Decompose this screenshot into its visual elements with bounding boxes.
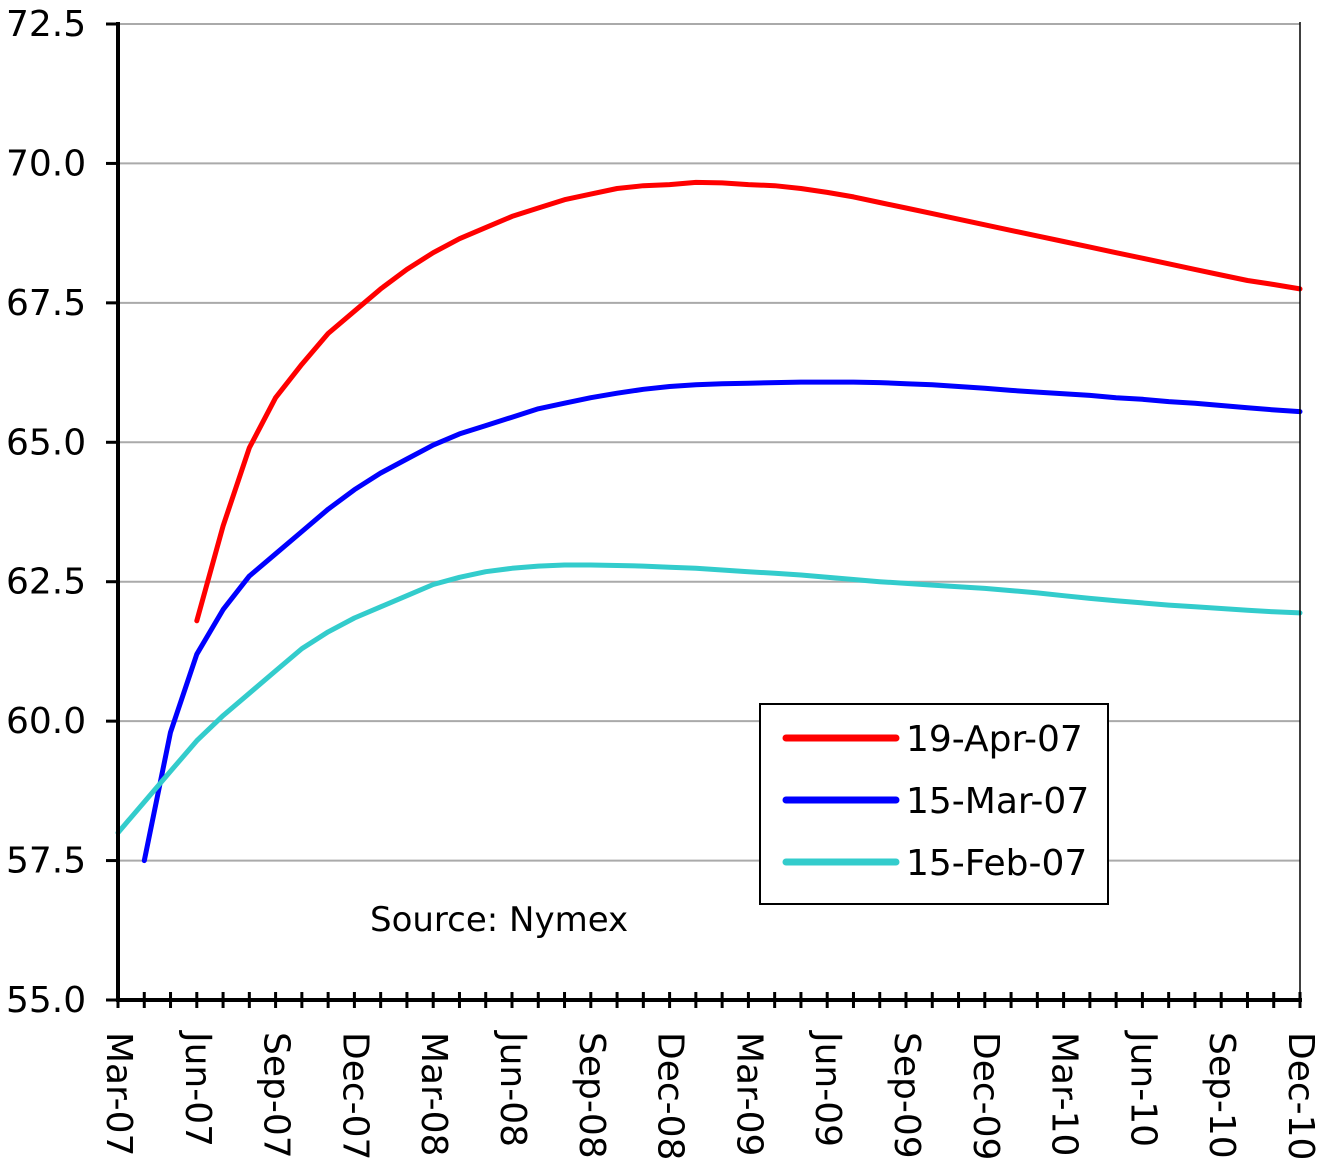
series-line — [141, 379, 1303, 864]
x-tick-label: Mar-09 — [728, 1032, 769, 1156]
y-tick-label: 62.5 — [6, 562, 86, 603]
x-tick-label: Mar-10 — [1044, 1032, 1085, 1156]
x-tick-label: Jun-09 — [807, 1030, 848, 1147]
y-tick-label: 65.0 — [6, 422, 86, 463]
x-tick-label: Dec-08 — [650, 1032, 691, 1160]
x-axis-ticks: Mar-07 Jun-07 Sep-07 Dec-07 Mar-08 Jun-08 Sep-… — [98, 992, 1321, 1160]
x-tick-label: Jun-07 — [177, 1030, 218, 1147]
y-tick-label: 55.0 — [6, 980, 86, 1021]
y-tick-label: 60.0 — [6, 701, 86, 742]
gridlines — [118, 23, 1300, 862]
x-tick-label: Sep-10 — [1201, 1032, 1242, 1159]
series-line — [194, 179, 1303, 624]
legend-label: 15-Mar-07 — [906, 781, 1089, 822]
source-annotation: Source: Nymex — [370, 900, 628, 940]
series-line — [115, 562, 1303, 836]
y-tick-label: 72.5 — [6, 4, 86, 45]
x-tick-label: Dec-09 — [965, 1032, 1006, 1160]
legend-label: 15-Feb-07 — [906, 843, 1087, 884]
y-tick-label: 57.5 — [6, 841, 86, 882]
x-tick-label: Dec-07 — [334, 1032, 375, 1160]
y-tick-label: 70.0 — [6, 143, 86, 184]
x-tick-label: Mar-07 — [98, 1032, 139, 1156]
x-tick-label: Dec-10 — [1280, 1032, 1321, 1160]
series-lines — [115, 179, 1303, 864]
x-tick-label: Sep-07 — [256, 1032, 297, 1159]
x-tick-label: Sep-09 — [886, 1032, 927, 1159]
x-tick-label: Jun-10 — [1122, 1030, 1163, 1147]
axes — [116, 22, 1302, 1002]
x-tick-label: Jun-08 — [492, 1030, 533, 1147]
x-tick-label: Sep-08 — [571, 1032, 612, 1159]
legend: 19-Apr-07 15-Mar-07 15-Feb-07 — [759, 703, 1109, 905]
legend-label: 19-Apr-07 — [906, 719, 1083, 760]
y-tick-label: 67.5 — [6, 283, 86, 324]
y-axis-ticks: 55.0 57.5 60.0 62.5 65.0 67.5 70.0 72.5 — [6, 4, 118, 1021]
x-tick-label: Mar-08 — [413, 1032, 454, 1156]
